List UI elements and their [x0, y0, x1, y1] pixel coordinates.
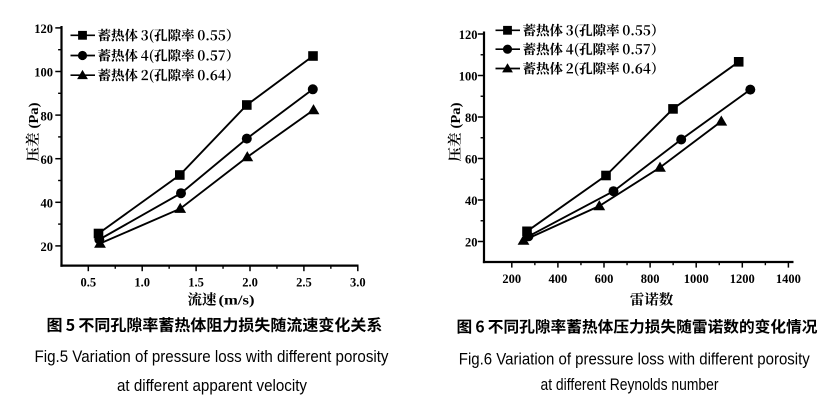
svg-text:1400: 1400 [776, 272, 801, 286]
svg-text:2.0: 2.0 [242, 276, 258, 290]
svg-text:40: 40 [465, 194, 478, 208]
svg-text:100: 100 [34, 66, 53, 80]
svg-text:1000: 1000 [684, 272, 709, 286]
svg-text:600: 600 [595, 272, 614, 286]
svg-text:400: 400 [549, 272, 568, 286]
svg-text:40: 40 [41, 197, 54, 211]
svg-text:1200: 1200 [730, 272, 755, 286]
svg-text:60: 60 [465, 153, 478, 167]
svg-text:20: 20 [41, 240, 54, 254]
svg-text:200: 200 [502, 272, 521, 286]
svg-text:1.0: 1.0 [134, 276, 150, 290]
svg-text:at different Reynolds number: at different Reynolds number [541, 375, 719, 394]
svg-text:3.0: 3.0 [350, 276, 366, 290]
svg-text:80: 80 [41, 109, 54, 123]
svg-text:Fig.5 Variation of pressure lo: Fig.5 Variation of pressure loss with di… [35, 347, 389, 366]
svg-text:1.5: 1.5 [188, 276, 204, 290]
svg-text:80: 80 [465, 111, 478, 125]
svg-text:100: 100 [459, 70, 478, 84]
svg-text:(m/s): (m/s) [219, 293, 255, 308]
svg-text:20: 20 [465, 236, 478, 250]
svg-text:2.5: 2.5 [296, 276, 312, 290]
svg-text:120: 120 [459, 28, 478, 42]
svg-text:0.5: 0.5 [80, 276, 96, 290]
svg-text:60: 60 [41, 153, 54, 167]
svg-text:(Pa): (Pa) [26, 103, 41, 129]
svg-text:Fig.6 Variation of pressure lo: Fig.6 Variation of pressure loss with di… [459, 350, 810, 369]
svg-text:800: 800 [641, 272, 660, 286]
svg-text:120: 120 [34, 22, 53, 36]
svg-text:(Pa): (Pa) [448, 103, 463, 129]
svg-text:at different apparent velocity: at different apparent velocity [117, 376, 307, 395]
